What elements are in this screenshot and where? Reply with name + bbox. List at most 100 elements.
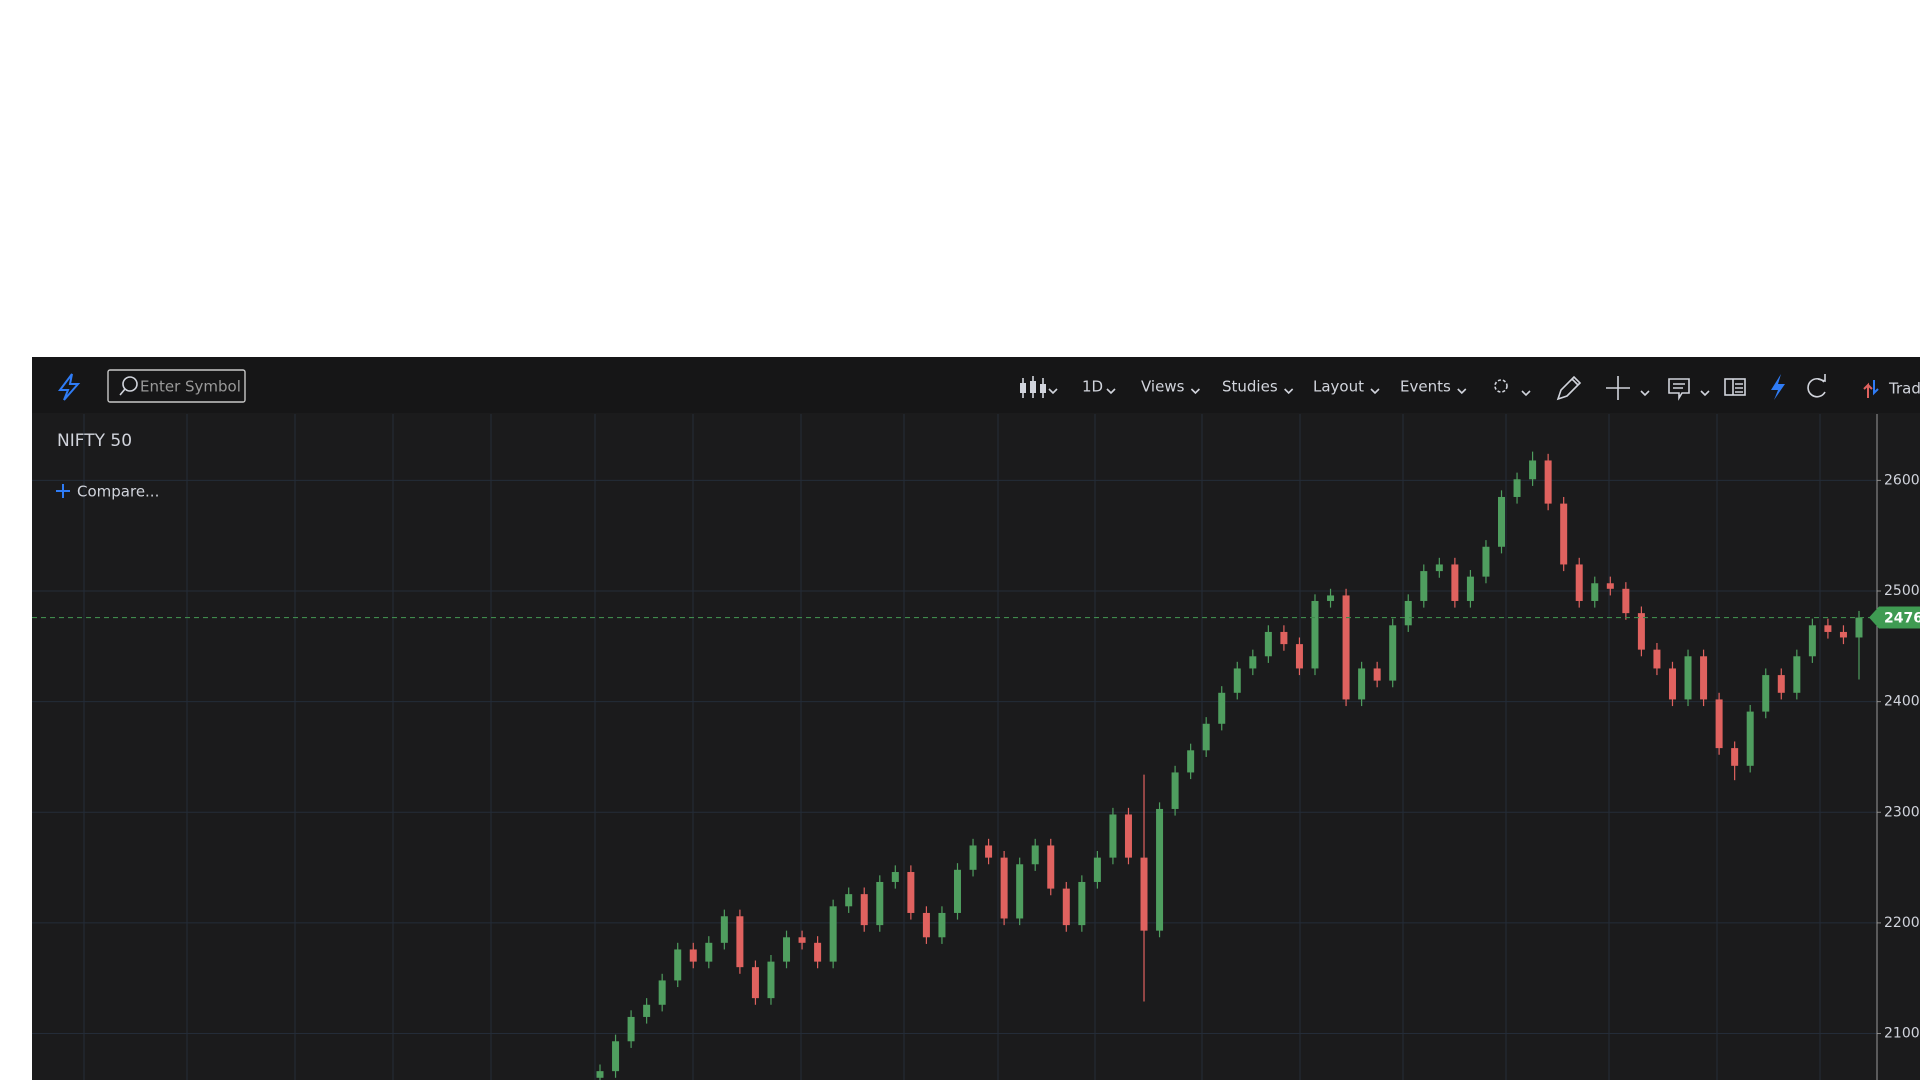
chart-type-button[interactable] [1020,376,1058,398]
candle-body [1824,625,1832,632]
candle-body [612,1041,620,1072]
candle-body [1389,625,1397,681]
symbol-title: NIFTY 50 [57,431,132,451]
candle-body [1311,600,1319,669]
candle-body [1358,668,1366,700]
candle-body [658,980,666,1005]
candle-body [627,1016,635,1042]
candle-body [1249,656,1257,669]
y-tick-label: 25000 [1884,583,1920,599]
candle-body [814,942,822,962]
candle-body [1466,576,1474,601]
candle-body [783,937,791,962]
candle-body [1031,845,1039,865]
candle-body [969,845,977,870]
chevron [1190,388,1200,395]
candle-body [1280,631,1288,645]
candle-body [860,894,868,926]
chevron [1370,388,1380,395]
table-button[interactable] [1724,378,1746,396]
chart-panel [32,357,1920,1080]
candle-body [689,949,697,962]
chevron [1284,388,1294,395]
search-placeholder[interactable]: Enter Symbol [140,378,241,396]
candle-body [1264,631,1272,657]
candle-body [1202,723,1210,751]
candle-body [1746,711,1754,766]
candle-body [1606,583,1614,589]
y-tick-label: 24000 [1884,694,1920,710]
candle-body [1420,571,1428,601]
candle-body [1435,564,1443,572]
search-icon [122,376,138,392]
candle-body [922,912,930,938]
candle-body [720,916,728,943]
last-price-label: 24760 [1884,611,1920,627]
candle-body [907,872,915,913]
search-icon [119,388,126,396]
draw-button[interactable] [1556,375,1582,401]
candle-body [1839,631,1847,638]
candle-body [1575,564,1583,601]
menu-button[interactable]: Events [1400,378,1451,396]
comment-button[interactable] [1668,378,1710,401]
menu-button[interactable]: Views [1141,378,1185,396]
candle-body [1560,503,1568,565]
candle-body [1793,656,1801,693]
chevron [1106,388,1116,395]
candle-body [1482,546,1490,577]
candle-body [1047,845,1055,889]
toolbar [32,357,1920,413]
candle-body [643,1004,651,1017]
candle-body [798,937,806,943]
candle-body [1140,857,1148,931]
candle-body [1700,656,1708,700]
menu-button[interactable]: Studies [1222,378,1278,396]
search-box[interactable] [107,369,246,403]
candle-body [829,906,837,962]
candle-body [1404,600,1412,626]
candle-body [1156,808,1164,931]
candle-body [1513,479,1521,497]
interval-button[interactable]: 1D [1082,378,1103,396]
y-tick-label: 26000 [1884,472,1920,488]
candle-body [674,949,682,981]
trade-icon [1863,382,1873,398]
candle-body [1498,496,1506,547]
compare-button[interactable]: Compare... [77,483,159,501]
candle-body [1078,881,1086,926]
menu-button[interactable]: Layout [1313,378,1364,396]
candle-body [1451,564,1459,601]
candle-body [1529,460,1537,480]
candle-body [1171,772,1179,809]
candle-body [876,881,884,926]
candle-body [1544,460,1552,504]
candle-body [1187,750,1195,773]
chevron [1457,388,1467,395]
candle-body [1715,699,1723,749]
candle-body [891,872,899,882]
refresh-button[interactable] [1807,374,1826,398]
candle-body [705,942,713,962]
candle-body [1124,814,1132,858]
lightning-button[interactable] [1771,374,1785,400]
settings-button[interactable] [1494,379,1531,397]
y-tick-label: 21000 [1884,1026,1920,1042]
candle-body [1731,748,1739,766]
y-tick-label: 23000 [1884,804,1920,820]
crosshair-button[interactable] [1606,376,1650,400]
candle-body [1342,595,1350,700]
compare-plus[interactable] [56,484,70,498]
logo[interactable] [58,373,81,401]
candle-body [736,916,744,968]
candle-body [1653,649,1661,669]
candle-body [1233,668,1241,693]
candle-body [1109,814,1117,858]
trade-icon [1873,380,1879,396]
y-tick-label: 22000 [1884,915,1920,931]
candle-body [1684,656,1692,700]
candle-body [1093,857,1101,882]
candle-body [1762,675,1770,712]
trade-button[interactable]: Trade [1888,380,1920,398]
